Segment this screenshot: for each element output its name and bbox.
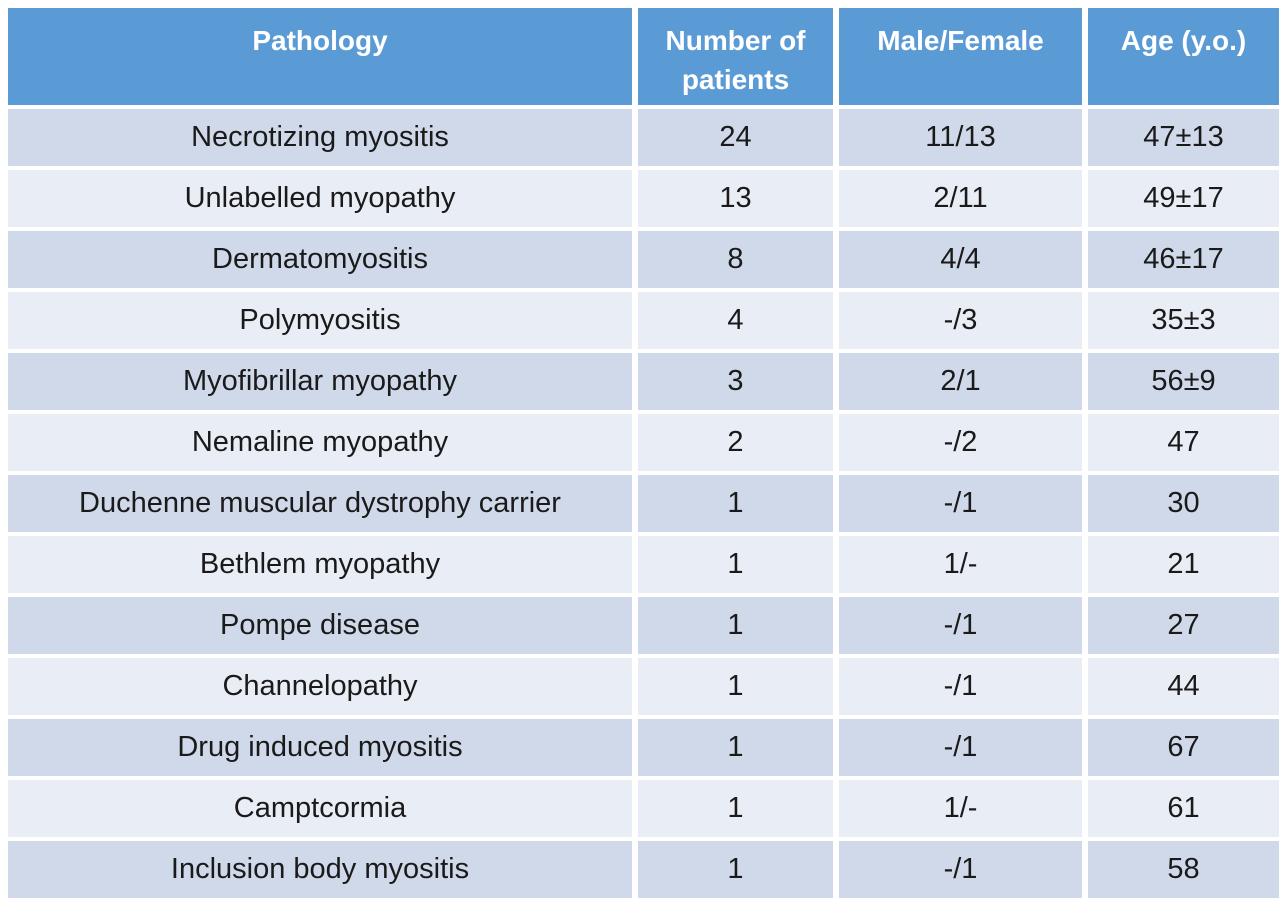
cell-male_female: 4/4 bbox=[839, 231, 1082, 288]
cell-male_female: 1/- bbox=[839, 536, 1082, 593]
table-row: Polymyositis 4 -/3 35±3 bbox=[8, 292, 1279, 349]
column-header-age: Age (y.o.) bbox=[1088, 8, 1279, 105]
table-row: Bethlem myopathy 1 1/- 21 bbox=[8, 536, 1279, 593]
cell-male_female: 1/- bbox=[839, 780, 1082, 837]
cell-age: 61 bbox=[1088, 780, 1279, 837]
cell-pathology: Unlabelled myopathy bbox=[8, 170, 632, 227]
cell-patients: 3 bbox=[638, 353, 833, 410]
column-header-patients: Number of patients bbox=[638, 8, 833, 105]
table-row: Necrotizing myositis 24 11/13 47±13 bbox=[8, 109, 1279, 166]
table-row: Unlabelled myopathy 13 2/11 49±17 bbox=[8, 170, 1279, 227]
cell-pathology: Pompe disease bbox=[8, 597, 632, 654]
cell-patients: 1 bbox=[638, 780, 833, 837]
cell-male_female: 2/1 bbox=[839, 353, 1082, 410]
cell-patients: 1 bbox=[638, 475, 833, 532]
column-header-pathology: Pathology bbox=[8, 8, 632, 105]
pathology-table: Pathology Number of patients Male/Female Ag… bbox=[8, 8, 1279, 898]
cell-patients: 2 bbox=[638, 414, 833, 471]
table-row: Dermatomyositis 8 4/4 46±17 bbox=[8, 231, 1279, 288]
table-row: Drug induced myositis 1 -/1 67 bbox=[8, 719, 1279, 776]
cell-age: 47 bbox=[1088, 414, 1279, 471]
cell-age: 44 bbox=[1088, 658, 1279, 715]
cell-male_female: 2/11 bbox=[839, 170, 1082, 227]
cell-pathology: Camptcormia bbox=[8, 780, 632, 837]
table-row: Channelopathy 1 -/1 44 bbox=[8, 658, 1279, 715]
cell-patients: 1 bbox=[638, 719, 833, 776]
column-header-male_female: Male/Female bbox=[839, 8, 1082, 105]
cell-pathology: Polymyositis bbox=[8, 292, 632, 349]
cell-age: 49±17 bbox=[1088, 170, 1279, 227]
cell-pathology: Inclusion body myositis bbox=[8, 841, 632, 898]
table-row: Inclusion body myositis 1 -/1 58 bbox=[8, 841, 1279, 898]
cell-male_female: 11/13 bbox=[839, 109, 1082, 166]
table-row: Myofibrillar myopathy 3 2/1 56±9 bbox=[8, 353, 1279, 410]
cell-male_female: -/2 bbox=[839, 414, 1082, 471]
table-header-row: Pathology Number of patients Male/Female Ag… bbox=[8, 8, 1279, 105]
cell-pathology: Duchenne muscular dystrophy carrier bbox=[8, 475, 632, 532]
cell-pathology: Necrotizing myositis bbox=[8, 109, 632, 166]
cell-patients: 4 bbox=[638, 292, 833, 349]
cell-pathology: Myofibrillar myopathy bbox=[8, 353, 632, 410]
cell-patients: 1 bbox=[638, 536, 833, 593]
table-row: Nemaline myopathy 2 -/2 47 bbox=[8, 414, 1279, 471]
cell-pathology: Drug induced myositis bbox=[8, 719, 632, 776]
table-body: Necrotizing myositis 24 11/13 47±13 Unlabell… bbox=[8, 109, 1279, 898]
table-row: Camptcormia 1 1/- 61 bbox=[8, 780, 1279, 837]
cell-age: 58 bbox=[1088, 841, 1279, 898]
cell-pathology: Nemaline myopathy bbox=[8, 414, 632, 471]
cell-male_female: -/1 bbox=[839, 719, 1082, 776]
cell-patients: 24 bbox=[638, 109, 833, 166]
cell-age: 21 bbox=[1088, 536, 1279, 593]
table-row: Pompe disease 1 -/1 27 bbox=[8, 597, 1279, 654]
cell-age: 46±17 bbox=[1088, 231, 1279, 288]
cell-patients: 13 bbox=[638, 170, 833, 227]
cell-patients: 1 bbox=[638, 597, 833, 654]
cell-patients: 1 bbox=[638, 658, 833, 715]
cell-age: 56±9 bbox=[1088, 353, 1279, 410]
cell-age: 27 bbox=[1088, 597, 1279, 654]
cell-male_female: -/1 bbox=[839, 841, 1082, 898]
cell-male_female: -/1 bbox=[839, 658, 1082, 715]
cell-male_female: -/3 bbox=[839, 292, 1082, 349]
cell-age: 30 bbox=[1088, 475, 1279, 532]
cell-patients: 1 bbox=[638, 841, 833, 898]
cell-age: 67 bbox=[1088, 719, 1279, 776]
cell-pathology: Channelopathy bbox=[8, 658, 632, 715]
cell-pathology: Dermatomyositis bbox=[8, 231, 632, 288]
cell-age: 47±13 bbox=[1088, 109, 1279, 166]
cell-age: 35±3 bbox=[1088, 292, 1279, 349]
cell-patients: 8 bbox=[638, 231, 833, 288]
cell-male_female: -/1 bbox=[839, 475, 1082, 532]
cell-pathology: Bethlem myopathy bbox=[8, 536, 632, 593]
cell-male_female: -/1 bbox=[839, 597, 1082, 654]
table-row: Duchenne muscular dystrophy carrier 1 -/1 3… bbox=[8, 475, 1279, 532]
